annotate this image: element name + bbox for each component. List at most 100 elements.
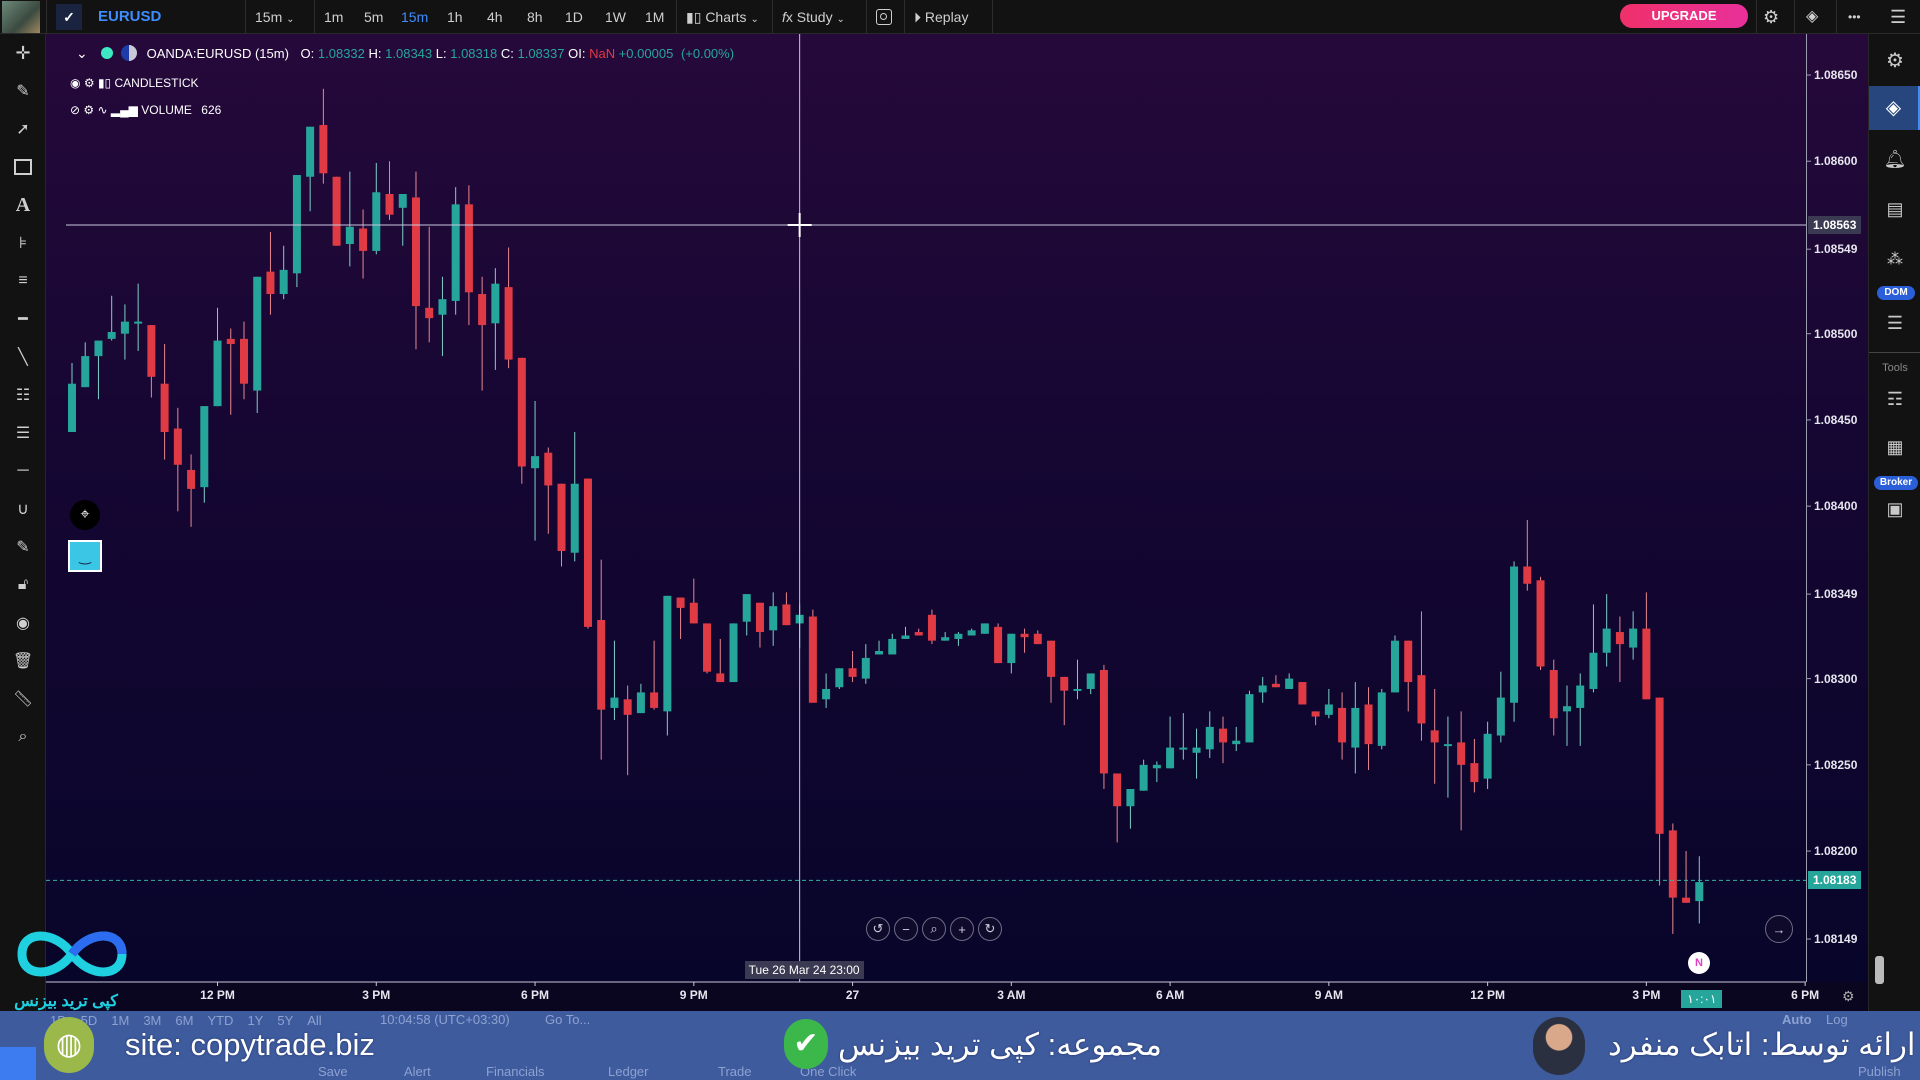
user-avatar[interactable] [2,1,40,33]
calendar-icon[interactable]: ▣ [1886,498,1904,519]
apps-grid-icon[interactable]: ▦ [1886,436,1904,457]
eye-icon[interactable]: ◉ [70,76,81,90]
trade-button[interactable]: Trade [718,1064,752,1079]
app-logo-icon[interactable]: ✓ [56,4,82,30]
settings-gear-icon[interactable]: ⚙ [1886,49,1904,72]
more-dots-icon[interactable]: ••• [1848,10,1861,24]
alert-button[interactable]: Alert [404,1064,431,1079]
zoom-out-icon[interactable]: − [894,917,918,941]
interval-1m-month[interactable]: 1M [645,9,665,25]
horizontal-lines-tool-icon[interactable]: ≡ [18,272,28,289]
news-badge[interactable]: N [1688,952,1710,974]
fib-extension-icon[interactable]: ☰ [15,425,31,442]
candle-up [835,668,844,688]
horizontal-ray-icon[interactable]: ━ [18,311,28,328]
log-scale-toggle[interactable]: Log [1826,1012,1848,1027]
layers-icon: ◈ [1885,97,1902,119]
scroll-handle[interactable] [1875,956,1884,984]
gear-icon[interactable]: ⚙ [83,76,95,90]
interval-15m[interactable]: 15m [401,9,429,25]
smile-widget-icon[interactable]: ‿ [68,540,102,572]
interval-1d[interactable]: 1D [565,9,583,25]
last-price-label: 1.08183 [1808,871,1862,890]
hamburger-menu-icon[interactable]: ☰ [1890,7,1907,27]
interval-1h[interactable]: 1h [447,9,463,25]
trash-icon[interactable]: 🗑︎ [12,653,34,670]
pencil-tool-icon[interactable]: ✎ [16,83,30,100]
range-button-all[interactable]: All [307,1013,322,1028]
camera-icon[interactable] [876,9,892,25]
eye-icon[interactable]: ◉ [16,615,30,632]
candle-down [160,383,169,432]
candle-down [478,294,487,326]
text-tool-icon[interactable]: A [15,193,31,216]
charts-menu[interactable]: ▮▯ Charts ⌄ [686,0,759,34]
crosshair-tool-icon[interactable]: ✛ [15,42,31,63]
symbol-search[interactable]: EURUSD [98,8,162,25]
magnet-icon[interactable]: ∪ [17,501,29,518]
zoom-tool-icon[interactable]: ⌕ [18,728,28,745]
legend-oi-label: OI: [568,46,586,61]
interval-8h[interactable]: 8h [527,9,543,25]
range-button-6m[interactable]: 6M [175,1013,194,1028]
measure-line-icon[interactable]: ─ [17,462,29,479]
layers-icon[interactable]: ◈ [1806,8,1819,25]
interval-4h[interactable]: 4h [487,9,503,25]
zoom-in-icon[interactable]: + [950,917,974,941]
pen-nib-icon[interactable]: ⌖ [70,500,100,530]
eye-off-icon[interactable]: ⊘ [70,103,81,117]
volume-value: 626 [201,103,222,117]
settings-gear-icon[interactable]: ⚙ [1763,7,1780,27]
price-tick-label: 1.08250 [1814,757,1858,772]
goto-button[interactable]: Go To... [545,1012,591,1027]
range-button-ytd[interactable]: YTD [207,1013,234,1028]
lock-drawing-icon[interactable]: ✎ [16,539,30,556]
bell-icon[interactable]: 🔔︎ [1883,148,1907,169]
server-icon[interactable]: ☶ [1886,388,1904,409]
axis-settings-icon[interactable]: ⚙ [1842,988,1855,1004]
financials-button[interactable]: Financials [486,1064,545,1079]
annotation-tool-icon[interactable]: ⊧ [18,235,28,252]
trend-line-icon[interactable]: ╲ [18,349,28,366]
interval-1m[interactable]: 1m [324,9,344,25]
rectangle-tool-icon[interactable] [10,154,36,180]
notebook-icon[interactable]: ▤ [1886,198,1904,219]
lock-icon[interactable]: 🔓︎ [17,576,29,593]
interval-5m[interactable]: 5m [364,9,384,25]
list-icon[interactable]: ☰ [1886,312,1904,333]
layers-tab[interactable]: ◈ [1869,86,1920,130]
gear-icon[interactable]: ⚙ [83,103,95,117]
auto-scale-toggle[interactable]: Auto [1782,1012,1812,1027]
price-axis[interactable] [1806,34,1868,982]
layout-single-button[interactable] [0,1047,36,1080]
collapse-chevron-icon[interactable]: ⌄ [76,45,88,61]
dom-badge[interactable]: DOM [1877,286,1915,300]
one-click-toggle[interactable]: One Click [800,1064,857,1079]
range-button-5y[interactable]: 5Y [277,1013,294,1028]
candle-up [822,688,831,700]
redo-icon[interactable]: ↻ [978,917,1002,941]
replay-button[interactable]: ⏵ Replay [914,0,968,34]
ledger-button[interactable]: Ledger [608,1064,649,1079]
scroll-to-realtime-icon[interactable]: → [1765,915,1793,943]
fib-retracement-icon[interactable]: ☷ [15,387,31,404]
zoom-reset-icon[interactable]: ⌕ [922,917,946,941]
publish-button[interactable]: Publish [1858,1064,1901,1079]
dom-tree-icon[interactable]: ⁂ [1887,251,1903,268]
study-menu[interactable]: fx Study ⌄ [782,0,845,34]
interval-select[interactable]: 15m ⌄ [255,0,295,34]
range-button-3m[interactable]: 3M [143,1013,162,1028]
candle-down [1457,742,1466,765]
save-button[interactable]: Save [318,1064,348,1079]
candle-up [941,637,950,641]
candle-up [107,331,116,339]
undo-icon[interactable]: ↺ [866,917,890,941]
ruler-icon[interactable]: 📏︎ [12,691,34,708]
interval-1w[interactable]: 1W [605,9,626,25]
upgrade-button[interactable]: UPGRADE [1620,4,1748,28]
broker-badge[interactable]: Broker [1874,476,1918,490]
range-button-1y[interactable]: 1Y [247,1013,264,1028]
cursor-arrow-icon[interactable]: ➚ [16,121,30,138]
candle-down [1523,566,1532,584]
range-button-1m[interactable]: 1M [111,1013,130,1028]
